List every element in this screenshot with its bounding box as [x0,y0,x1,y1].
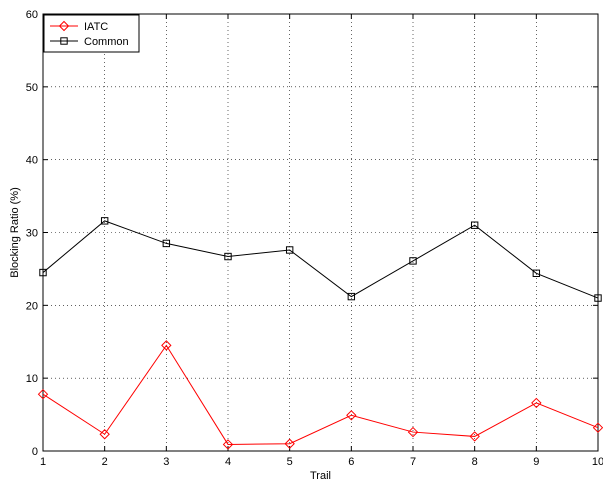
x-tick-label: 2 [102,456,108,468]
data-point-iatc [284,438,295,449]
data-point-common [100,217,109,225]
y-axis-label: Blocking Ratio (%) [9,187,21,277]
x-axis-label: Trail [310,470,331,482]
y-tick-label: 40 [26,155,38,167]
x-tick-label: 5 [287,456,293,468]
plot-area-frame [42,13,599,452]
data-point-iatc [531,397,542,409]
series-layer [37,217,603,450]
legend-marker-common [60,37,68,45]
x-tick-label: 6 [348,456,354,468]
axis-ticks: 1 2 3 4 5 6 7 8 9 10 0 10 20 30 40 50 60 [26,9,603,468]
series-line-common [42,220,599,299]
data-point-iatc [37,388,49,400]
x-tick-label: 9 [533,456,539,468]
data-point-common [285,246,294,254]
data-point-common [162,239,171,248]
y-tick-label: 0 [32,446,38,458]
x-tick-label: 7 [410,456,416,468]
y-tick-label: 10 [26,373,38,385]
x-tick-label: 8 [472,456,478,468]
y-tick-label: 20 [26,300,38,312]
data-point-common [532,269,541,277]
data-point-iatc [592,422,603,433]
data-point-iatc [407,426,419,438]
y-tick-label: 50 [26,82,38,94]
y-tick-label: 30 [26,228,38,240]
series-line-iatc [42,344,599,445]
x-tick-label: 4 [225,456,231,468]
legend-marker-iatc [58,20,70,32]
grid [43,14,598,451]
data-point-common [594,294,602,302]
series-iatc [37,340,603,450]
y-tick-label: 60 [26,9,38,21]
x-tick-label: 10 [592,456,603,468]
data-point-iatc [222,439,234,450]
legend-label-iatc: IATC [84,21,108,33]
data-point-iatc [99,429,110,440]
legend-box [43,14,140,53]
data-point-common [409,257,417,265]
data-point-common [347,292,356,301]
series-common [39,217,602,302]
data-point-iatc [346,410,357,421]
data-point-common [470,221,479,229]
legend-label-common: Common [84,36,129,48]
data-point-iatc [161,340,172,351]
legend: IATC Common [43,14,140,53]
data-point-iatc [469,431,480,442]
x-tick-label: 1 [40,456,46,468]
data-point-common [39,268,47,277]
data-point-common [224,252,232,261]
x-tick-label: 3 [163,456,169,468]
